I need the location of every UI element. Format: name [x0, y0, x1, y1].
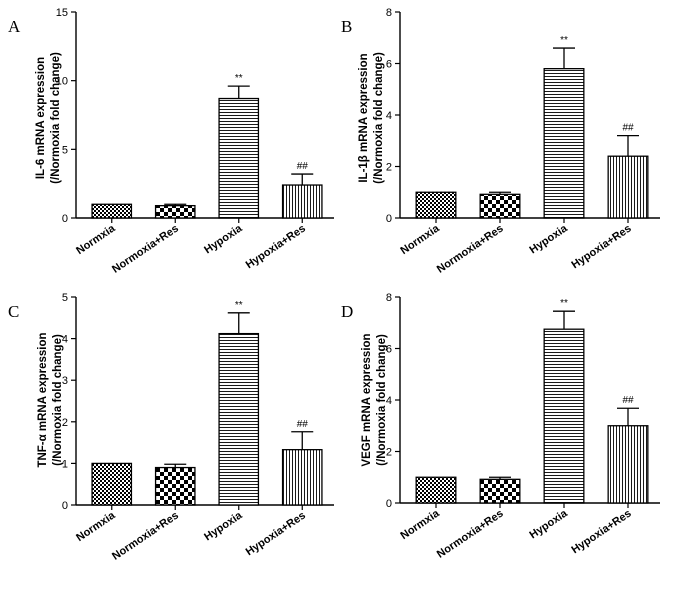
x-tick-label: Normxia — [74, 509, 118, 544]
bar-normxia — [415, 191, 457, 219]
y-axis-title: IL-6 mRNA expression — [35, 57, 47, 179]
significance-label: ** — [560, 298, 568, 309]
x-tick-label: Hypoxia+Res — [569, 508, 633, 557]
y-tick-label: 4 — [386, 395, 392, 407]
y-axis-subtitle: (/Normoxia fold change) — [376, 334, 388, 466]
y-axis-title: IL-1β mRNA expression — [358, 53, 370, 182]
x-tick-label: Normoxia+Res — [110, 510, 181, 563]
y-tick-label: 1 — [62, 458, 68, 470]
panel-letter: B — [341, 17, 352, 36]
y-tick-label: 4 — [386, 110, 392, 122]
x-tick-label: Normoxia+Res — [110, 223, 181, 276]
y-tick-label: 0 — [386, 498, 392, 510]
x-tick-label: Normxia — [398, 222, 442, 257]
y-tick-label: 6 — [386, 59, 392, 71]
panel-vegf: D VEGF mRNA expression (/Normoxia fold c… — [341, 292, 660, 561]
y-tick-label: 2 — [386, 447, 392, 459]
y-axis-title: TNF-α mRNA expression — [37, 332, 49, 467]
bar-hypoxia-res — [281, 449, 323, 506]
bar-hypoxia-res — [607, 425, 649, 504]
bar-hypoxia — [543, 328, 585, 504]
bar-hypoxia — [218, 332, 260, 506]
bar-normxia — [91, 203, 133, 219]
bar-normoxia-res — [479, 478, 521, 504]
x-tick-label: Normxia — [74, 222, 118, 257]
bar-normoxia-res — [479, 193, 521, 219]
significance-label: ** — [560, 35, 568, 46]
y-tick-label: 2 — [386, 162, 392, 174]
panel-tnfa: C TNF-α mRNA expression (/Normoxia fold … — [8, 292, 334, 563]
x-tick-label: Hypoxia — [202, 222, 245, 256]
significance-label: ## — [297, 419, 309, 430]
y-tick-label: 15 — [56, 7, 68, 19]
panel-il1b: B IL-1β mRNA expression (/Normoxia fold … — [341, 7, 660, 276]
x-tick-label: Hypoxia — [527, 507, 570, 541]
y-tick-label: 8 — [386, 7, 392, 19]
y-tick-label: 8 — [386, 292, 392, 304]
y-axis-subtitle: (/Normoxia fold change) — [52, 334, 64, 466]
significance-label: ## — [622, 395, 634, 406]
x-tick-label: Normxia — [398, 507, 442, 542]
y-tick-label: 10 — [56, 76, 68, 88]
x-tick-label: Normoxia+Res — [435, 223, 506, 276]
bar-normoxia-res — [154, 204, 196, 219]
bar-normxia — [91, 462, 133, 506]
bar-normxia — [415, 476, 457, 504]
significance-label: ** — [235, 73, 243, 84]
y-tick-label: 5 — [62, 144, 68, 156]
x-tick-label: Hypoxia+Res — [569, 223, 633, 272]
y-tick-label: 0 — [62, 213, 68, 225]
y-tick-label: 5 — [62, 292, 68, 304]
y-tick-label: 0 — [386, 213, 392, 225]
significance-label: ## — [297, 161, 309, 172]
y-tick-label: 3 — [62, 375, 68, 387]
panel-letter: A — [8, 17, 21, 36]
bar-hypoxia-res — [607, 155, 649, 219]
y-axis-title: VEGF mRNA expression — [361, 333, 373, 466]
bar-normoxia-res — [154, 466, 196, 506]
panel-letter: D — [341, 302, 353, 321]
bar-hypoxia-res — [281, 184, 323, 219]
y-tick-label: 6 — [386, 344, 392, 356]
y-tick-label: 4 — [62, 334, 68, 346]
y-tick-label: 2 — [62, 417, 68, 429]
y-tick-label: 0 — [62, 500, 68, 512]
x-tick-label: Hypoxia — [527, 222, 570, 256]
panel-letter: C — [8, 302, 19, 321]
bar-hypoxia — [543, 68, 585, 219]
x-tick-label: Hypoxia+Res — [244, 223, 308, 272]
x-tick-label: Hypoxia — [202, 509, 245, 543]
panel-il6: A IL-6 mRNA expression (/Normoxia fold c… — [8, 7, 334, 276]
significance-label: ## — [622, 123, 634, 134]
y-axis-subtitle: (/Normoxia fold change) — [50, 52, 62, 184]
x-tick-label: Normoxia+Res — [435, 508, 506, 561]
significance-label: ** — [235, 300, 243, 311]
bar-hypoxia — [218, 97, 260, 219]
y-axis-subtitle: (/Normoxia fold change) — [373, 52, 385, 184]
x-tick-label: Hypoxia+Res — [244, 510, 308, 559]
